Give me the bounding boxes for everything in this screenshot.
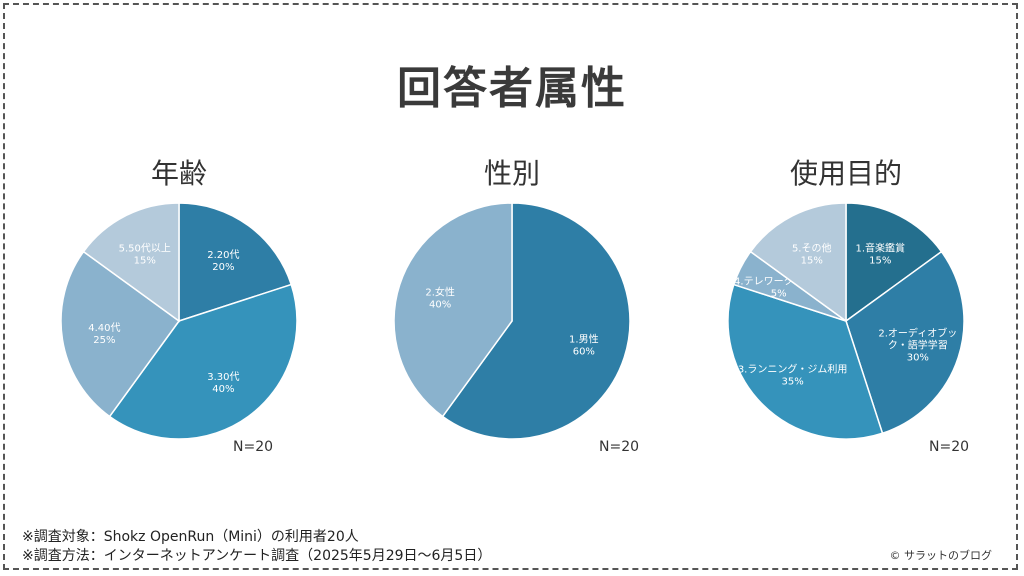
page-title: 回答者属性 [397,63,627,114]
chart-title-age: 年齢 [150,157,207,190]
slice-label: 2.オーディオブック・語学学習 30% [878,326,957,363]
pie-slice [82,202,180,323]
footnote-target: ※調査対象：Shokz OpenRun（Mini）の利用者20人 [22,529,359,545]
pie-slice [845,250,965,435]
slice-label: 2.女性 40% [425,286,455,311]
pie-slice [727,283,884,440]
pie-slice [178,202,293,323]
slice-label: 1.男性 60% [569,332,599,357]
pie-slice [749,202,847,323]
slice-label: 1.音楽鑑賞 15% [856,242,906,267]
slice-label: 5.その他 15% [792,242,832,267]
chart-title-purpose: 使用目的 [789,157,902,190]
pie-slice [845,202,943,323]
n-label-purpose: N=20 [929,439,970,455]
slice-label: 2.20代 20% [207,249,239,273]
n-label-age: N=20 [233,439,274,455]
pie-chart-purpose: 1.音楽鑑賞 15% 2.オーディオブック・語学学習 30% 3.ランニング・ジム利用 3… [727,202,965,440]
slice-label: 3.30代 40% [207,371,239,395]
pie-slice [441,202,631,440]
pie-chart-gender: 1.男性 60% 2.女性 40% [393,202,631,440]
dashed-frame [3,3,1018,570]
n-label-gender: N=20 [599,439,640,455]
credit: © サラットのブログ [889,549,993,562]
slice-label: 4.40代 25% [88,322,120,346]
pie-chart-age: 2.20代 20% 3.30代 40% 4.40代 25% 5.50代以上 15% [60,202,298,440]
pie-slice [393,202,513,418]
footnote-method: ※調査方法：インターネットアンケート調査（2025年5月29日～6月5日） [22,548,492,564]
pie-slice [60,250,181,418]
slice-label: 5.50代以上 15% [119,243,171,267]
chart-title-gender: 性別 [483,157,540,190]
slice-label: 3.ランニング・ジム利用 35% [738,362,848,387]
pie-slice [108,283,298,440]
